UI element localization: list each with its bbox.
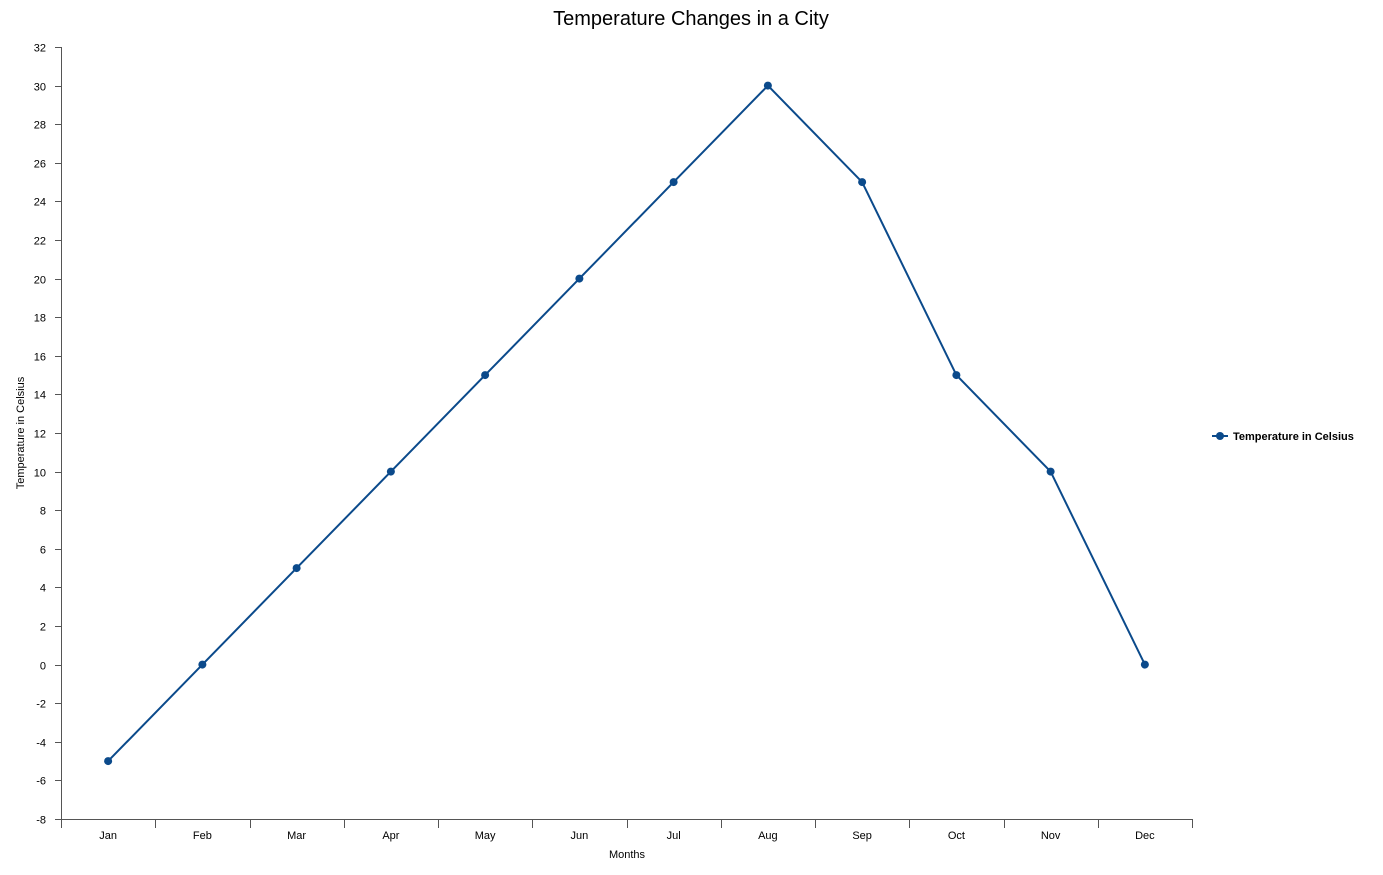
y-tick-label: 10 bbox=[34, 468, 46, 480]
y-tick-label: 12 bbox=[34, 429, 46, 441]
y-tick-label: 16 bbox=[34, 352, 46, 364]
x-tick-label: Jul bbox=[667, 830, 681, 842]
y-tick-label: 6 bbox=[40, 545, 46, 557]
chart-title: Temperature Changes in a City bbox=[553, 8, 829, 30]
legend-marker-swatch bbox=[1216, 432, 1224, 440]
y-tick-label: 32 bbox=[34, 43, 46, 55]
x-tick-label: Aug bbox=[758, 830, 778, 842]
y-tick-label: 28 bbox=[34, 120, 46, 132]
y-tick-label: 24 bbox=[34, 197, 46, 209]
data-point bbox=[763, 81, 772, 90]
x-tick-label: Apr bbox=[382, 830, 399, 842]
y-tick-label: 4 bbox=[40, 583, 46, 595]
y-tick-label: 26 bbox=[34, 159, 46, 171]
x-tick-label: Nov bbox=[1041, 830, 1061, 842]
x-tick-label: Jan bbox=[99, 830, 117, 842]
legend-label: Temperature in Celsius bbox=[1233, 431, 1354, 443]
y-tick-label: 20 bbox=[34, 275, 46, 287]
data-point bbox=[952, 371, 961, 380]
points-layer bbox=[104, 81, 1149, 766]
y-tick-label: -4 bbox=[36, 738, 46, 750]
x-tick-label: Sep bbox=[852, 830, 872, 842]
data-point bbox=[292, 564, 301, 573]
y-tick-label: 22 bbox=[34, 236, 46, 248]
series-line bbox=[107, 84, 1146, 762]
y-tick-label: 14 bbox=[34, 390, 46, 402]
y-tick-label: -6 bbox=[36, 776, 46, 788]
data-point bbox=[858, 178, 867, 187]
data-point bbox=[669, 178, 678, 187]
data-point bbox=[1140, 660, 1149, 669]
series-layer bbox=[107, 84, 1146, 762]
y-axis-title: Temperature in Celsius bbox=[15, 376, 27, 489]
data-point bbox=[198, 660, 207, 669]
y-tick-label: 30 bbox=[34, 82, 46, 94]
y-tick-label: 8 bbox=[40, 506, 46, 518]
x-tick-label: Oct bbox=[948, 830, 965, 842]
y-tick-label: -2 bbox=[36, 699, 46, 711]
data-point bbox=[386, 467, 395, 476]
x-tick-label: Jun bbox=[571, 830, 589, 842]
x-tick-label: May bbox=[475, 830, 496, 842]
x-tick-label: Dec bbox=[1135, 830, 1155, 842]
y-tick-label: 0 bbox=[40, 661, 46, 673]
y-tick-label: 2 bbox=[40, 622, 46, 634]
y-tick-label: 18 bbox=[34, 313, 46, 325]
data-point bbox=[481, 371, 490, 380]
x-tick-label: Mar bbox=[287, 830, 306, 842]
legend: Temperature in Celsius bbox=[1212, 431, 1354, 443]
x-tick-label: Feb bbox=[193, 830, 212, 842]
data-point bbox=[104, 757, 113, 766]
data-point bbox=[575, 274, 584, 283]
data-point bbox=[1046, 467, 1055, 476]
x-axis: Jan Feb Mar Apr May Jun Jul Aug Sep Oct Nov Dec bbox=[61, 819, 1193, 842]
y-tick-label: -8 bbox=[36, 815, 46, 827]
x-axis-title: Months bbox=[609, 849, 646, 861]
